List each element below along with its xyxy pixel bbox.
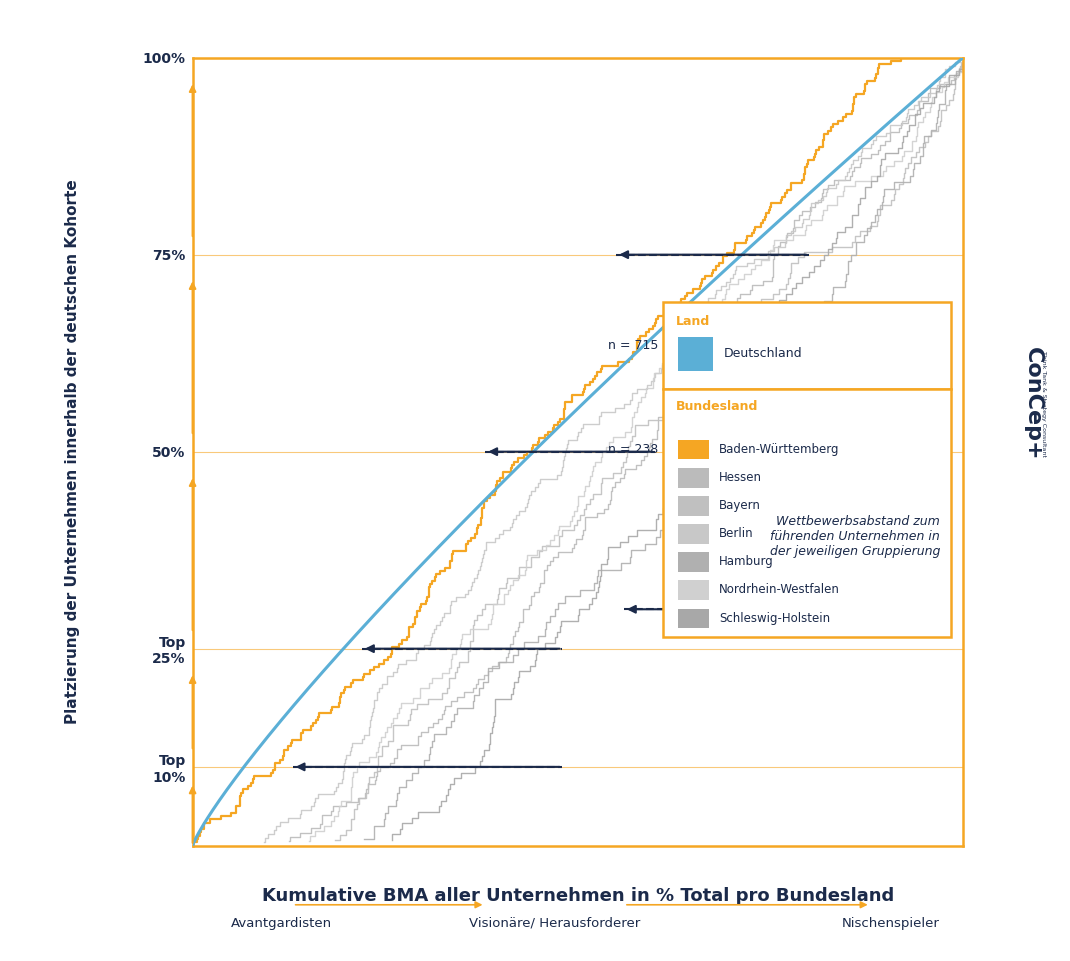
Text: Baden-Württemberg: Baden-Württemberg	[719, 443, 839, 456]
X-axis label: Kumulative BMA aller Unternehmen in % Total pro Bundesland: Kumulative BMA aller Unternehmen in % To…	[262, 887, 893, 905]
Text: Nordrhein-Westfalen: Nordrhein-Westfalen	[719, 583, 840, 597]
Text: Deutschland: Deutschland	[724, 348, 802, 360]
Text: Think Tank & Strategy Consultant: Think Tank & Strategy Consultant	[1041, 351, 1045, 456]
FancyBboxPatch shape	[678, 440, 708, 459]
Text: n = 238: n = 238	[609, 443, 659, 456]
Text: Wettbewerbsabstand zum
führenden Unternehmen in
der jeweiligen Gruppierung: Wettbewerbsabstand zum führenden Unterne…	[769, 515, 939, 557]
Text: Nischenspieler: Nischenspieler	[842, 917, 939, 929]
FancyBboxPatch shape	[662, 302, 951, 388]
FancyBboxPatch shape	[678, 496, 708, 516]
FancyBboxPatch shape	[678, 524, 708, 544]
Text: Bayern: Bayern	[719, 499, 761, 512]
Text: Avantgardisten: Avantgardisten	[231, 917, 333, 929]
FancyBboxPatch shape	[678, 580, 708, 601]
FancyBboxPatch shape	[678, 553, 708, 572]
Text: Hessen: Hessen	[719, 471, 762, 483]
Text: Visionäre/ Herausforderer: Visionäre/ Herausforderer	[469, 917, 640, 929]
FancyBboxPatch shape	[678, 468, 708, 487]
Text: ConCep+: ConCep+	[1023, 347, 1042, 460]
Text: Schleswig-Holstein: Schleswig-Holstein	[719, 611, 830, 625]
Text: n = 715: n = 715	[609, 339, 659, 352]
FancyBboxPatch shape	[678, 608, 708, 628]
Text: Land: Land	[675, 315, 709, 329]
Y-axis label: Platzierung der Unternehmen innerhalb der deutschen Kohorte: Platzierung der Unternehmen innerhalb de…	[65, 180, 80, 724]
Text: Bundesland: Bundesland	[675, 401, 758, 413]
Text: Hamburg: Hamburg	[719, 555, 774, 568]
FancyBboxPatch shape	[678, 337, 713, 371]
FancyBboxPatch shape	[662, 388, 951, 637]
Text: Berlin: Berlin	[719, 528, 753, 540]
